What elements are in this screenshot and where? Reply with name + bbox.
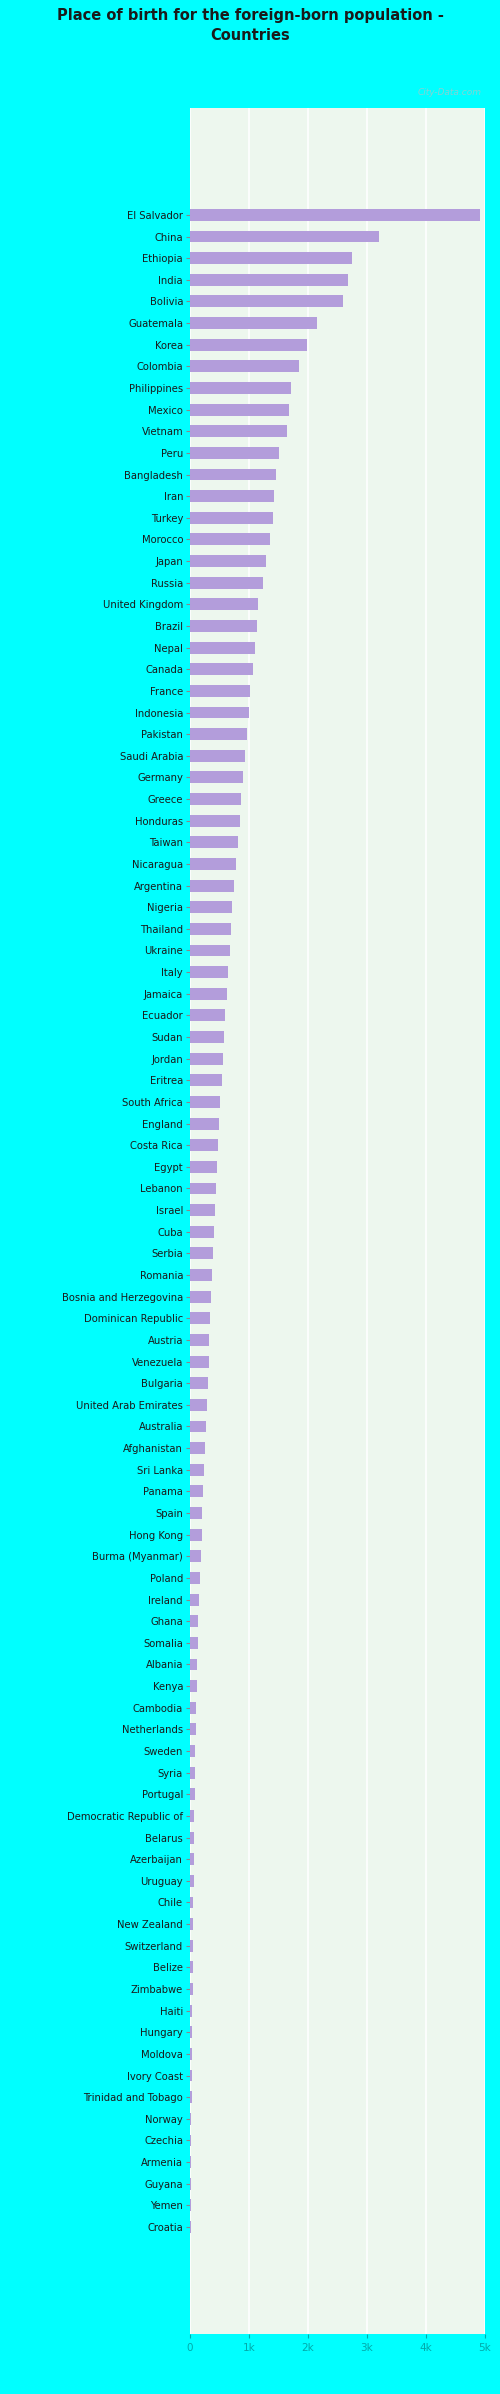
Bar	[190, 361, 299, 373]
Bar	[190, 1096, 220, 1108]
Bar	[190, 1702, 196, 1714]
Bar	[190, 1377, 208, 1389]
Bar	[190, 1831, 194, 1843]
Bar	[190, 1508, 202, 1518]
Bar	[190, 1918, 193, 1930]
Bar	[190, 294, 344, 306]
Bar	[190, 338, 307, 350]
Bar	[190, 2068, 192, 2080]
Bar	[190, 989, 227, 1001]
Bar	[190, 642, 255, 654]
Bar	[190, 1010, 226, 1022]
Bar	[190, 836, 238, 847]
Bar	[190, 251, 352, 263]
Bar	[190, 1333, 210, 1345]
Bar	[190, 685, 250, 697]
Bar	[190, 469, 276, 481]
Bar	[190, 749, 246, 761]
Bar	[190, 2114, 192, 2126]
Bar	[190, 2157, 191, 2169]
Text: City-Data.com: City-Data.com	[418, 89, 482, 96]
Bar	[190, 1032, 224, 1044]
Bar	[190, 771, 243, 783]
Bar	[190, 1896, 194, 1908]
Bar	[190, 706, 249, 718]
Bar	[190, 900, 232, 912]
Bar	[190, 1290, 211, 1302]
Bar	[190, 1161, 217, 1173]
Bar	[190, 1573, 200, 1585]
Bar	[190, 491, 274, 503]
Bar	[190, 1961, 192, 1973]
Bar	[190, 1875, 194, 1886]
Bar	[190, 1745, 196, 1757]
Bar	[190, 1551, 200, 1563]
Bar	[190, 879, 234, 891]
Bar	[190, 1118, 219, 1130]
Bar	[190, 577, 263, 589]
Bar	[190, 555, 266, 567]
Bar	[190, 1140, 218, 1152]
Bar	[190, 426, 288, 438]
Bar	[190, 1463, 204, 1475]
Bar	[190, 273, 348, 285]
Bar	[190, 534, 270, 546]
Bar	[190, 1183, 216, 1195]
Bar	[190, 2025, 192, 2037]
Bar	[190, 2135, 192, 2147]
Bar	[190, 1204, 215, 1216]
Bar	[190, 2200, 191, 2212]
Bar	[190, 1530, 202, 1542]
Bar	[190, 208, 480, 220]
Bar	[190, 1659, 197, 1671]
Bar	[190, 814, 240, 826]
Bar	[190, 2179, 191, 2191]
Text: Place of birth for the foreign-born population -
Countries: Place of birth for the foreign-born popu…	[56, 10, 444, 43]
Bar	[190, 946, 230, 958]
Bar	[190, 598, 258, 610]
Bar	[190, 1484, 203, 1496]
Bar	[190, 1420, 206, 1432]
Bar	[190, 1594, 199, 1606]
Bar	[190, 1637, 198, 1649]
Bar	[190, 1788, 195, 1800]
Bar	[190, 1247, 213, 1259]
Bar	[190, 1724, 196, 1736]
Bar	[190, 792, 242, 804]
Bar	[190, 2047, 192, 2059]
Bar	[190, 1853, 194, 1865]
Bar	[190, 1312, 210, 1324]
Bar	[190, 1398, 207, 1410]
Bar	[190, 728, 247, 740]
Bar	[190, 1810, 194, 1822]
Bar	[190, 1616, 198, 1628]
Bar	[190, 1441, 205, 1453]
Bar	[190, 1982, 192, 1994]
Bar	[190, 1355, 208, 1367]
Bar	[190, 620, 256, 632]
Bar	[190, 405, 289, 417]
Bar	[190, 230, 379, 242]
Bar	[190, 1053, 222, 1065]
Bar	[190, 663, 252, 675]
Bar	[190, 512, 273, 524]
Bar	[190, 1939, 193, 1951]
Bar	[190, 1681, 196, 1693]
Bar	[190, 924, 231, 934]
Bar	[190, 857, 236, 869]
Bar	[190, 1226, 214, 1238]
Bar	[190, 1075, 222, 1087]
Bar	[190, 2092, 192, 2104]
Bar	[190, 1767, 195, 1779]
Bar	[190, 1269, 212, 1281]
Bar	[190, 383, 292, 395]
Bar	[190, 448, 278, 460]
Bar	[190, 967, 228, 979]
Bar	[190, 2004, 192, 2016]
Bar	[190, 316, 317, 328]
